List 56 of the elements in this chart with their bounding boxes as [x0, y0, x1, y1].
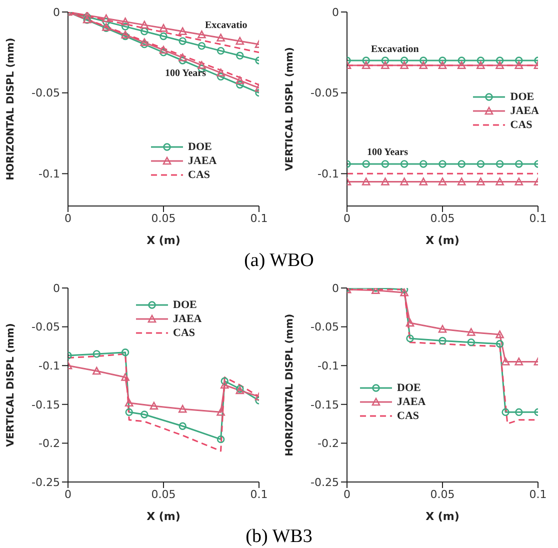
y-tick-label: -0.1 [38, 360, 60, 373]
y-tick-label: 0 [53, 6, 60, 19]
legend-label: JAEA [187, 154, 217, 168]
y-tick-label: -0.25 [310, 476, 339, 489]
text: (a) WBO [244, 250, 314, 271]
annotation: 100 Years [367, 147, 408, 158]
x-tick-label: 0.1 [250, 212, 268, 225]
x-axis-title: X (m) [426, 234, 460, 247]
legend-label: DOE [187, 140, 213, 154]
y-tick-label: -0.1 [318, 360, 339, 373]
y-tick-label: 0 [53, 282, 60, 295]
legend-label: DOE [509, 90, 536, 104]
x-tick-label: 0.05 [430, 488, 455, 501]
annotation: Excavatio [205, 20, 248, 31]
x-tick-label: 0.05 [151, 212, 176, 225]
legend-label: DOE [396, 381, 422, 395]
x-tick-label: 0 [344, 488, 350, 501]
annotation: 100 Years [165, 68, 206, 79]
annotation: Excavation [371, 44, 419, 55]
y-tick-label: 0 [332, 282, 339, 295]
y-tick-label: -0.05 [32, 86, 60, 100]
legend-label: CAS [509, 118, 534, 132]
legend-label: JAEA [509, 104, 539, 118]
y-tick-label: -0.05 [310, 86, 339, 100]
legend-label: JAEA [396, 395, 426, 409]
y-axis-title: HORIZONTAL DISPL (mm) [284, 314, 296, 456]
y-tick-label: -0.05 [32, 320, 60, 334]
y-tick-label: -0.05 [310, 320, 339, 334]
legend-label: DOE [172, 298, 198, 312]
x-tick-label: 0.1 [529, 488, 547, 501]
y-tick-label: -0.15 [32, 398, 60, 412]
y-tick-label: -0.1 [318, 168, 339, 181]
x-tick-label: 0.1 [529, 212, 547, 225]
y-tick-label: -0.15 [310, 398, 339, 412]
y-tick-label: 0 [332, 6, 339, 19]
x-axis-title: X (m) [426, 510, 460, 523]
y-axis-title: VERTICAL DISPL (mm) [284, 47, 296, 171]
x-tick-label: 0.05 [430, 212, 455, 225]
y-tick-label: -0.1 [38, 168, 60, 181]
y-axis-title: VERTICAL DISPL (mm) [6, 323, 17, 447]
x-tick-label: 0 [64, 488, 72, 501]
x-axis-title: X (m) [146, 234, 180, 247]
x-tick-label: 0.1 [250, 488, 268, 501]
y-tick-label: -0.2 [38, 437, 60, 450]
y-tick-label: -0.25 [32, 476, 60, 489]
x-axis-title: X (m) [146, 510, 180, 523]
y-tick-label: -0.2 [318, 437, 339, 450]
x-tick-label: 0 [64, 212, 72, 225]
x-tick-label: 0.05 [151, 488, 176, 501]
legend-label: JAEA [172, 312, 202, 326]
legend-label: CAS [396, 409, 420, 423]
legend-label: CAS [187, 168, 212, 182]
y-axis-title: HORIZONTAL DISPL (mm) [6, 38, 17, 180]
x-tick-label: 0 [344, 212, 350, 225]
text: (b) WB3 [246, 526, 312, 547]
legend-label: CAS [172, 326, 196, 340]
